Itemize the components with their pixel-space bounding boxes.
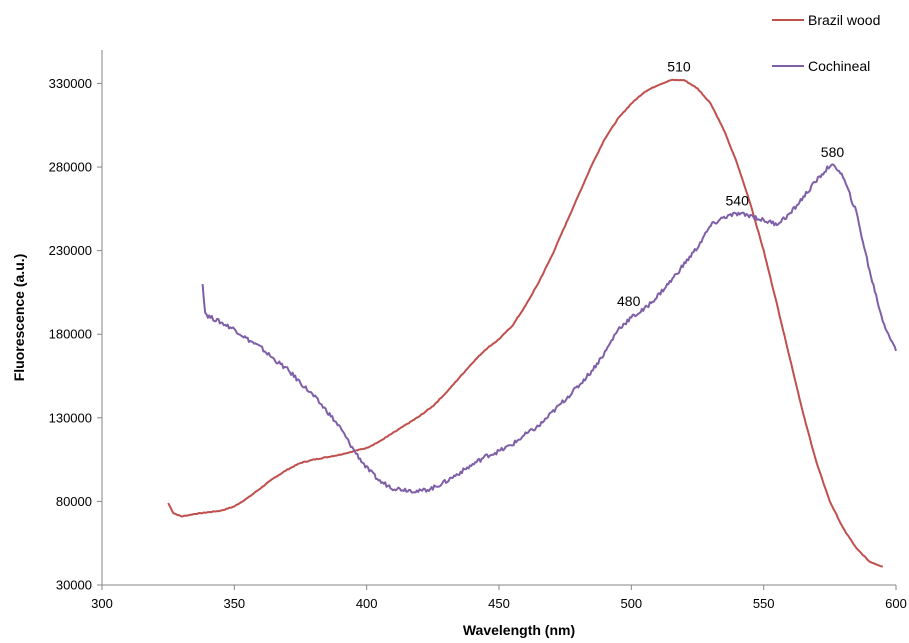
series-line-brazil-wood — [167, 78, 884, 568]
series-line-cochineal — [201, 163, 897, 494]
x-tick-label: 600 — [885, 596, 907, 611]
legend-label: Brazil wood — [808, 12, 880, 28]
peak-annotations: 510 540 580 480 — [617, 59, 844, 309]
peak-label: 540 — [726, 192, 750, 208]
x-tick-label: 450 — [488, 596, 510, 611]
legend-label: Cochineal — [808, 58, 870, 74]
y-axis-title: Fluorescence (a.u.) — [11, 254, 27, 382]
peak-label: 480 — [617, 293, 641, 309]
legend: Brazil wood Cochineal — [772, 12, 880, 74]
axes: 30000 80000 130000 180000 230000 280000 330000… — [11, 50, 907, 638]
y-tick-label: 230000 — [49, 243, 92, 258]
peak-label: 510 — [667, 59, 691, 75]
y-tick-label: 130000 — [49, 410, 92, 425]
x-tick-label: 550 — [753, 596, 775, 611]
series-lines — [167, 78, 897, 568]
peak-label: 580 — [821, 144, 845, 160]
x-tick-label: 300 — [91, 596, 113, 611]
y-tick-label: 30000 — [56, 578, 92, 593]
x-tick-label: 500 — [620, 596, 642, 611]
y-tick-label: 330000 — [49, 76, 92, 91]
x-axis-title: Wavelength (nm) — [463, 622, 575, 638]
y-tick-label: 280000 — [49, 160, 92, 175]
x-tick-label: 400 — [356, 596, 378, 611]
x-tick-label: 350 — [223, 596, 245, 611]
y-tick-label: 80000 — [56, 494, 92, 509]
y-tick-label: 180000 — [49, 327, 92, 342]
